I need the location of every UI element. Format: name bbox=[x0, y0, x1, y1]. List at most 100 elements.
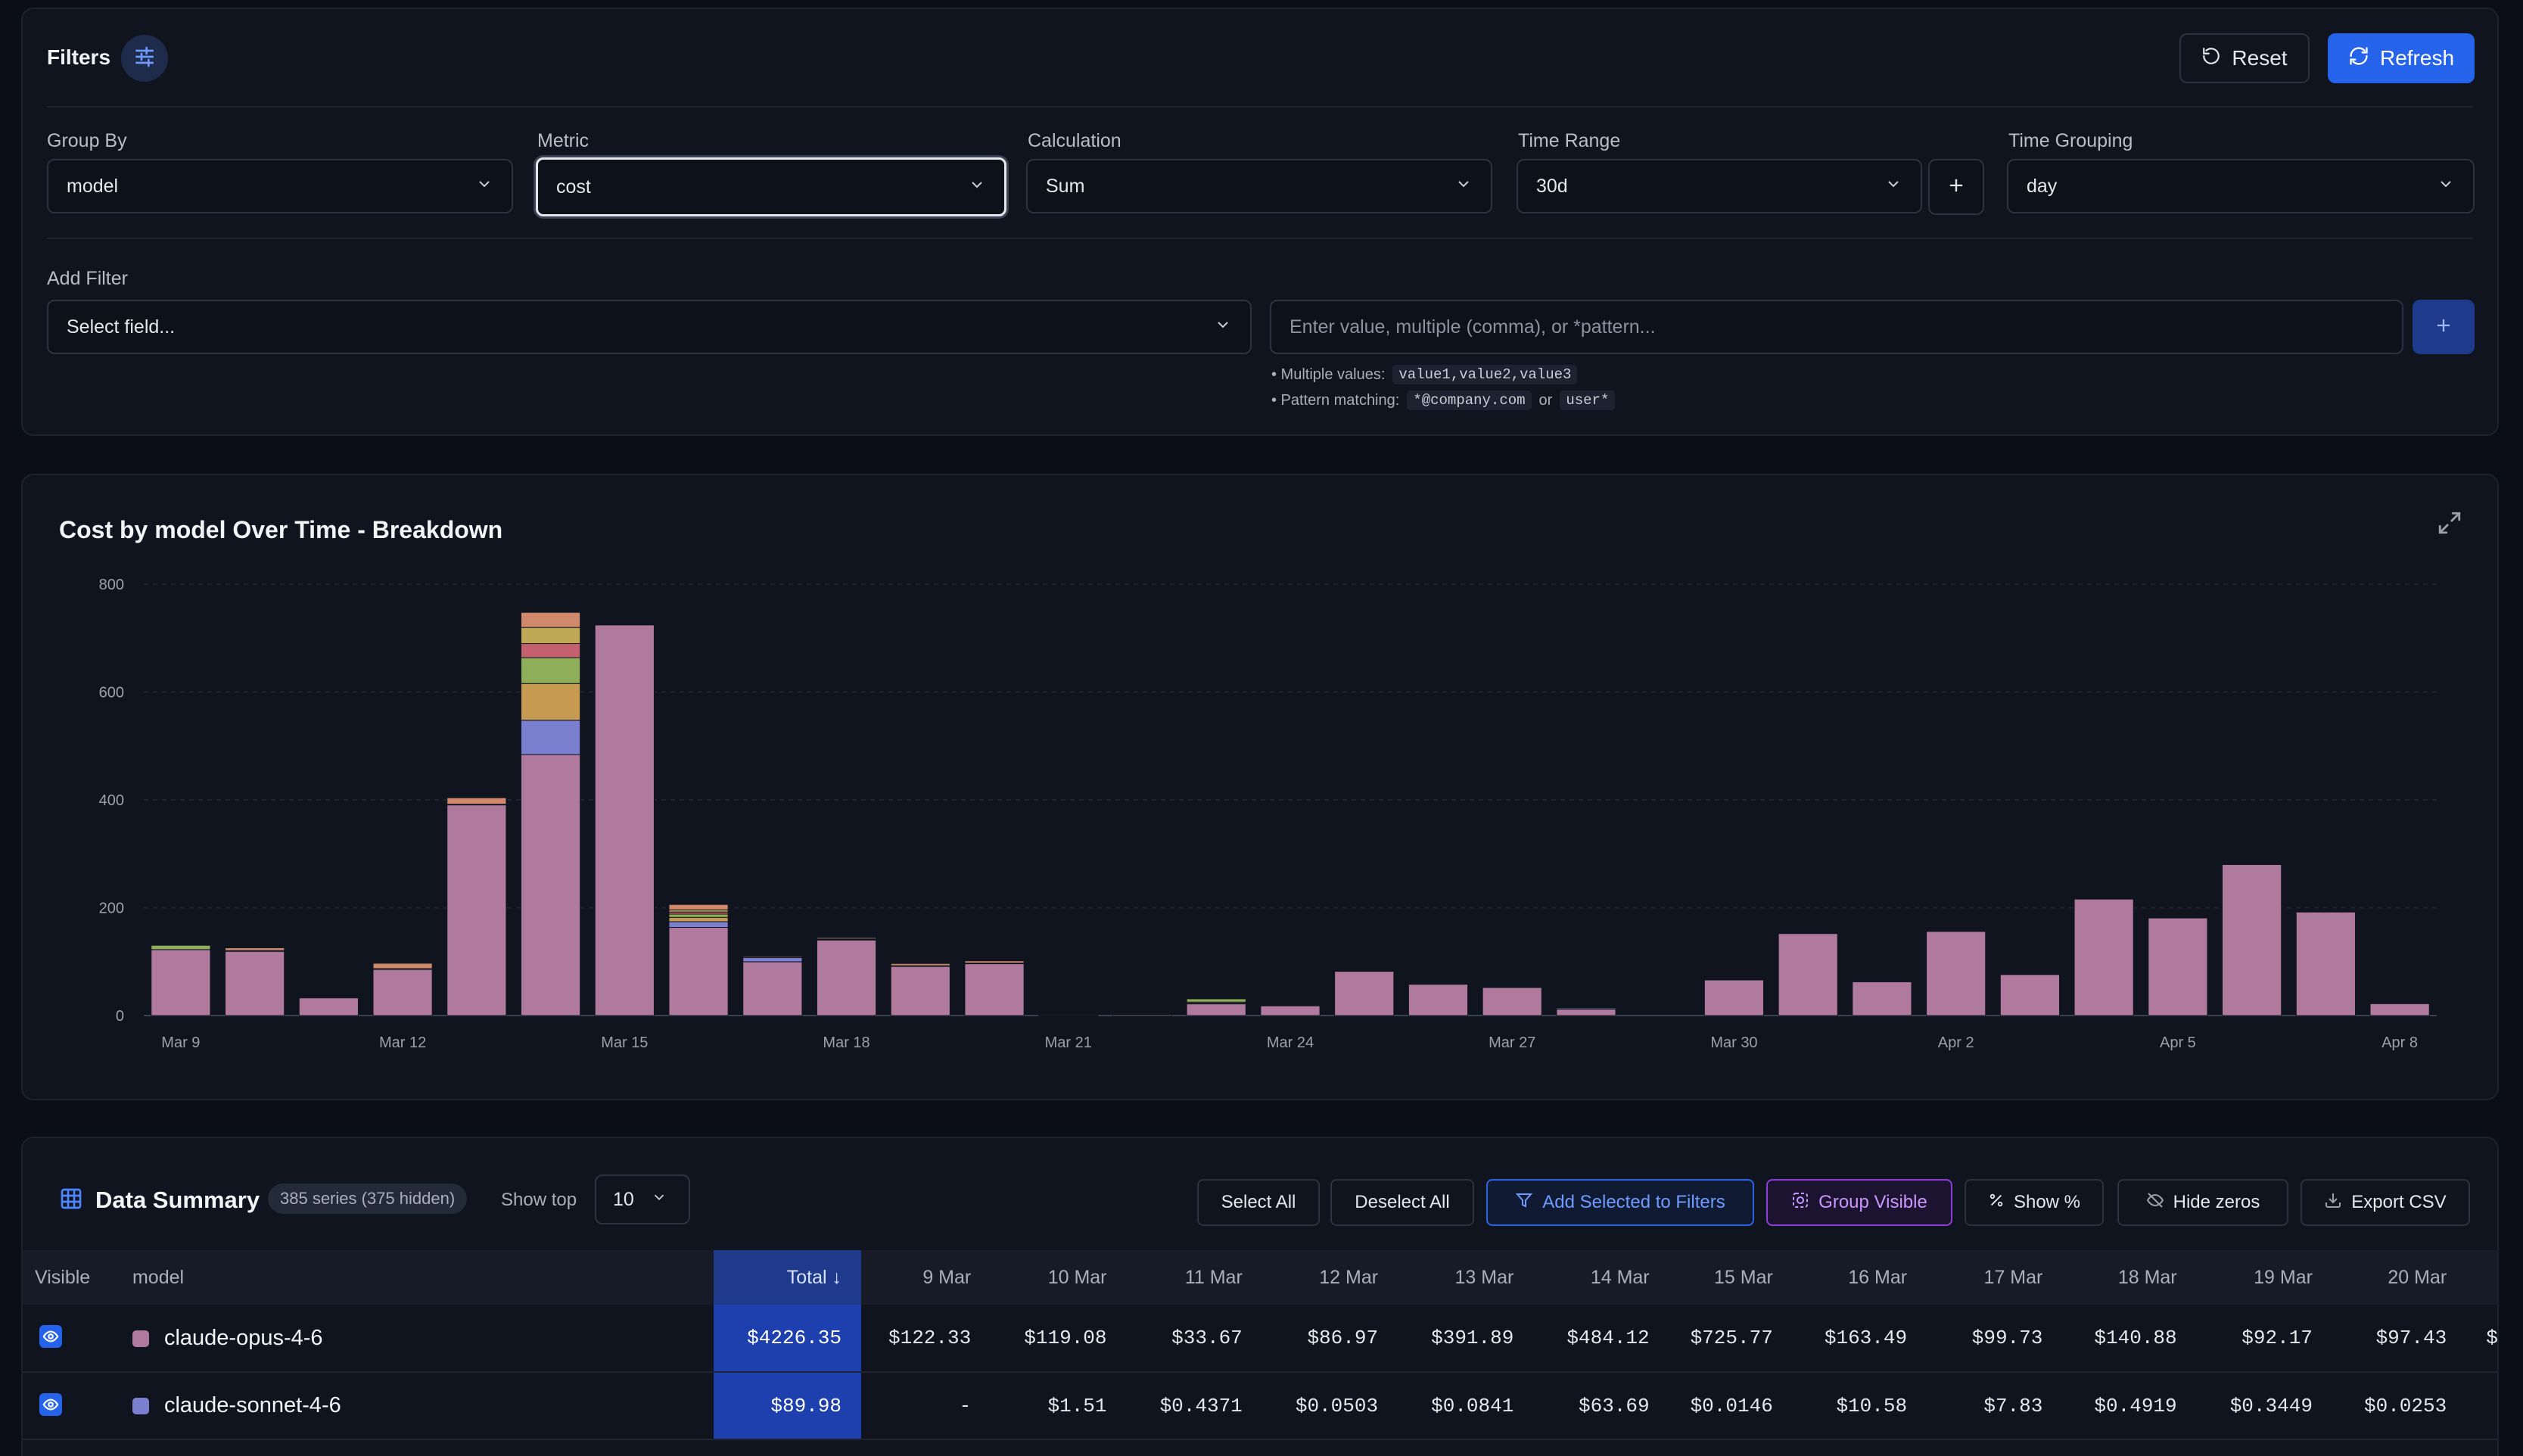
bar-segment[interactable] bbox=[2073, 898, 2134, 1016]
bar-segment[interactable] bbox=[372, 968, 433, 1016]
bar-segment[interactable] bbox=[1408, 984, 1469, 1016]
value-cell: $1.51 bbox=[1047, 1394, 1107, 1417]
bar-segment[interactable] bbox=[1556, 1008, 1616, 1016]
bar-segment[interactable] bbox=[668, 904, 729, 910]
bar-segment[interactable] bbox=[816, 936, 877, 939]
bar-segment[interactable] bbox=[1482, 987, 1542, 1016]
table-row[interactable]: claude-opus-4-6 $4226.35 $122.33 $119.08… bbox=[23, 1305, 2497, 1372]
time-grouping-select[interactable]: day bbox=[2007, 159, 2475, 213]
bar-segment[interactable] bbox=[890, 965, 950, 1016]
bar-segment[interactable] bbox=[520, 683, 581, 721]
group-visible-button[interactable]: Group Visible bbox=[1766, 1179, 1952, 1226]
bar-segment[interactable] bbox=[2148, 917, 2208, 1016]
bar-segment[interactable] bbox=[1778, 933, 1838, 1016]
bar-segment[interactable] bbox=[1999, 974, 2061, 1016]
x-tick-label: Mar 30 bbox=[1710, 1034, 1757, 1051]
bar-segment[interactable] bbox=[816, 939, 877, 1016]
bar-segment[interactable] bbox=[742, 961, 803, 1016]
bar-segment[interactable] bbox=[594, 624, 655, 626]
bar-segment[interactable] bbox=[2222, 864, 2282, 1016]
col-date[interactable]: 18 Mar bbox=[2117, 1266, 2177, 1288]
visibility-toggle[interactable] bbox=[23, 1305, 125, 1372]
show-top-select[interactable]: 10 bbox=[595, 1174, 690, 1224]
col-date[interactable]: 12 Mar bbox=[1319, 1266, 1379, 1288]
hint-pattern: • Pattern matching: *@company.com or use… bbox=[1271, 390, 1616, 410]
bar-segment[interactable] bbox=[1852, 981, 1912, 1016]
bar-segment[interactable] bbox=[1186, 1003, 1246, 1016]
bar-segment[interactable] bbox=[151, 944, 211, 950]
col-total[interactable]: Total ↓ bbox=[713, 1250, 861, 1305]
col-model[interactable]: model bbox=[132, 1266, 185, 1288]
bar-segment[interactable] bbox=[225, 947, 285, 951]
bar-segment[interactable] bbox=[742, 957, 803, 963]
visibility-toggle[interactable] bbox=[23, 1372, 125, 1439]
bar-segment[interactable] bbox=[520, 643, 581, 658]
bar-segment[interactable] bbox=[520, 611, 581, 628]
bar-segment[interactable] bbox=[520, 754, 581, 1016]
bar-segment[interactable] bbox=[594, 624, 655, 1016]
show-percent-button[interactable]: Show % bbox=[1965, 1179, 2104, 1226]
bar-segment[interactable] bbox=[1703, 979, 1765, 1016]
export-csv-button[interactable]: Export CSV bbox=[2301, 1179, 2470, 1226]
bar-segment[interactable] bbox=[668, 913, 729, 918]
metric-select[interactable]: cost bbox=[536, 157, 1006, 216]
col-date[interactable]: 11 Mar bbox=[1184, 1266, 1243, 1288]
table-row[interactable]: claude-sonnet-4-6 $89.98 - $1.51 $0.4371… bbox=[23, 1372, 2497, 1439]
add-filter-button[interactable] bbox=[2413, 300, 2475, 354]
reset-button[interactable]: Reset bbox=[2179, 33, 2310, 83]
bar-segment[interactable] bbox=[446, 804, 507, 1016]
bar-segment[interactable] bbox=[372, 963, 433, 969]
col-date[interactable]: 16 Mar bbox=[1848, 1266, 1908, 1288]
bar-segment[interactable] bbox=[964, 960, 1025, 964]
bar-segment[interactable] bbox=[1260, 1005, 1321, 1016]
filters-settings-button[interactable] bbox=[121, 35, 168, 82]
select-all-button[interactable]: Select All bbox=[1197, 1179, 1320, 1226]
bar-segment[interactable] bbox=[668, 921, 729, 929]
bar-segment[interactable] bbox=[1334, 971, 1395, 1016]
time-range-select[interactable]: 30d bbox=[1517, 159, 1922, 213]
bar-segment[interactable] bbox=[668, 927, 729, 1016]
add-selected-to-filters-button[interactable]: Add Selected to Filters bbox=[1486, 1179, 1754, 1226]
hide-zeros-button[interactable]: Hide zeros bbox=[2117, 1179, 2288, 1226]
y-tick-label: 400 bbox=[99, 792, 124, 809]
bar-segment[interactable] bbox=[151, 949, 211, 1016]
bar-segment[interactable] bbox=[2369, 1003, 2430, 1016]
col-date[interactable]: 20 Mar bbox=[2388, 1266, 2447, 1288]
col-date[interactable]: 14 Mar bbox=[1590, 1266, 1650, 1288]
bar-segment[interactable] bbox=[1556, 1007, 1616, 1010]
col-date[interactable]: 9 Mar bbox=[922, 1266, 972, 1288]
bar-segment[interactable] bbox=[298, 997, 359, 1016]
expand-button[interactable] bbox=[2437, 510, 2462, 540]
calculation-select[interactable]: Sum bbox=[1026, 159, 1492, 213]
bar-segment[interactable] bbox=[964, 963, 1025, 1016]
bar-segment[interactable] bbox=[668, 916, 729, 922]
bar-segment[interactable] bbox=[1926, 931, 1986, 1016]
col-date[interactable]: 19 Mar bbox=[2254, 1266, 2313, 1288]
bar-segment[interactable] bbox=[1852, 980, 1912, 982]
col-date[interactable]: 13 Mar bbox=[1454, 1266, 1514, 1288]
filter-field-select[interactable]: Select field... bbox=[47, 300, 1252, 354]
bar-segment[interactable] bbox=[225, 950, 285, 1016]
custom-range-button[interactable] bbox=[1928, 159, 1984, 215]
bar-segment[interactable] bbox=[890, 963, 950, 966]
summary-table: Visible model Total ↓ 9 Mar 10 Mar 11 Ma… bbox=[23, 1250, 2497, 1440]
hint-multiple-text: • Multiple values: bbox=[1271, 366, 1386, 383]
bar-segment[interactable] bbox=[2295, 911, 2356, 1016]
bar-segment[interactable] bbox=[520, 627, 581, 645]
refresh-button[interactable]: Refresh bbox=[2328, 33, 2475, 83]
bar-segment[interactable] bbox=[1112, 1014, 1173, 1016]
col-date[interactable]: 17 Mar bbox=[1983, 1266, 2043, 1288]
value-cell: $97.43 bbox=[2375, 1327, 2447, 1349]
download-icon bbox=[2324, 1191, 2342, 1215]
bar-segment[interactable] bbox=[298, 997, 359, 999]
group-by-select[interactable]: model bbox=[47, 159, 513, 213]
col-overflow bbox=[2466, 1250, 2497, 1305]
col-date[interactable]: 15 Mar bbox=[1713, 1266, 1773, 1288]
bar-segment[interactable] bbox=[1186, 998, 1246, 1003]
bar-segment[interactable] bbox=[446, 797, 507, 805]
col-date[interactable]: 10 Mar bbox=[1047, 1266, 1107, 1288]
filter-value-input[interactable] bbox=[1289, 316, 2384, 338]
bar-segment[interactable] bbox=[520, 657, 581, 684]
deselect-all-button[interactable]: Deselect All bbox=[1330, 1179, 1474, 1226]
bar-segment[interactable] bbox=[520, 720, 581, 755]
